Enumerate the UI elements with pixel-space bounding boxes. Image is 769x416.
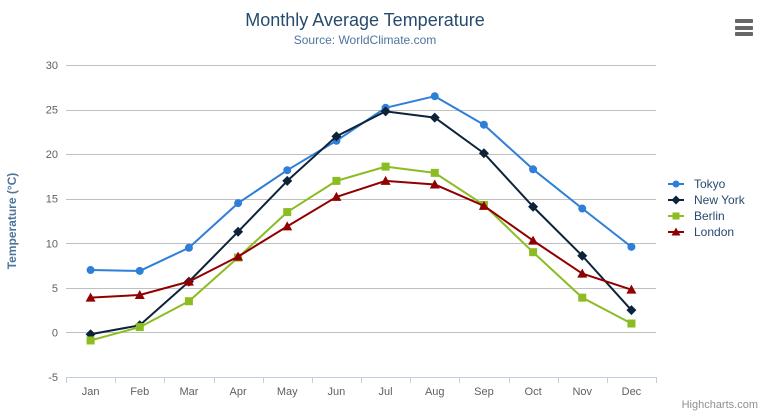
y-axis-tick-label: 0 (52, 327, 58, 339)
data-point[interactable] (184, 243, 193, 252)
data-point[interactable] (627, 319, 636, 328)
data-point[interactable] (85, 292, 96, 302)
legend-item-label: Tokyo (694, 177, 726, 191)
data-point[interactable] (183, 276, 194, 286)
legend-item-new-york[interactable]: New York (668, 192, 745, 208)
y-axis-title: Temperature (°C) (5, 173, 19, 270)
chart-title: Monthly Average Temperature (245, 10, 485, 30)
data-point[interactable] (478, 148, 489, 159)
y-axis-tick-label: 25 (46, 105, 58, 117)
legend-item-label: London (694, 225, 735, 239)
y-axis-tick-label: 5 (52, 283, 58, 295)
legend-diamond-icon (668, 195, 684, 205)
data-point[interactable] (429, 112, 440, 123)
data-point[interactable] (184, 297, 193, 306)
data-point[interactable] (529, 248, 538, 257)
legend-item-london[interactable]: London (668, 224, 745, 240)
data-point[interactable] (626, 305, 637, 316)
data-point[interactable] (234, 199, 243, 208)
data-point[interactable] (529, 165, 538, 174)
data-point[interactable] (479, 120, 488, 129)
data-point[interactable] (86, 266, 95, 275)
series-line-new-york (89, 110, 633, 336)
y-axis-tick-label: 10 (46, 238, 58, 250)
data-point[interactable] (672, 212, 680, 220)
data-point[interactable] (233, 226, 244, 237)
data-point[interactable] (380, 106, 391, 117)
hamburger-menu-icon (735, 19, 753, 23)
data-point[interactable] (134, 289, 145, 299)
series-new-york[interactable] (85, 106, 637, 340)
legend-item-tokyo[interactable]: Tokyo (668, 176, 745, 192)
x-axis-tick-label: Jul (379, 386, 393, 398)
data-point[interactable] (478, 200, 489, 210)
x-axis-tick-label: Sep (474, 386, 494, 398)
data-point[interactable] (578, 293, 587, 302)
x-axis-tick-label: Aug (425, 386, 445, 398)
data-point[interactable] (528, 201, 539, 212)
series-line-london (89, 179, 633, 299)
series-line-berlin (89, 165, 633, 342)
data-point[interactable] (135, 266, 144, 275)
legend-item-label: Berlin (694, 209, 725, 223)
x-axis-tick-label: Oct (525, 386, 542, 398)
data-point[interactable] (86, 336, 95, 345)
x-axis-tick-label: Dec (622, 386, 642, 398)
data-point[interactable] (528, 235, 539, 245)
data-point[interactable] (429, 179, 440, 189)
data-point[interactable] (332, 176, 341, 185)
data-point[interactable] (671, 195, 681, 205)
data-point[interactable] (233, 251, 244, 261)
data-point[interactable] (135, 323, 144, 332)
data-point[interactable] (430, 168, 439, 177)
y-axis-tick-label: 15 (46, 194, 58, 206)
context-menu-button[interactable] (735, 19, 753, 36)
data-point[interactable] (627, 242, 636, 251)
y-axis-tick-label: -5 (48, 372, 58, 384)
highcharts-credit-link[interactable]: Highcharts.com (681, 399, 758, 411)
data-point[interactable] (282, 221, 293, 231)
legend-item-berlin[interactable]: Berlin (668, 208, 745, 224)
x-axis-tick-label: Nov (572, 386, 592, 398)
data-point[interactable] (380, 175, 391, 185)
x-axis-tick-label: Mar (179, 386, 198, 398)
chart-subtitle: Source: WorldClimate.com (293, 33, 437, 47)
x-axis-tick-label: Jan (82, 386, 100, 398)
legend-circle-icon (668, 180, 684, 188)
data-point[interactable] (578, 204, 587, 213)
x-axis-tick-label: Jun (328, 386, 346, 398)
legend-square-icon (668, 212, 684, 220)
legend: Tokyo New York Berlin London (668, 176, 745, 240)
data-point[interactable] (672, 180, 680, 188)
series-line-tokyo (89, 95, 633, 272)
data-point[interactable] (331, 191, 342, 201)
data-point[interactable] (577, 268, 588, 278)
data-point[interactable] (283, 208, 292, 217)
data-point[interactable] (282, 175, 293, 186)
data-point[interactable] (577, 250, 588, 261)
series-tokyo[interactable] (86, 92, 636, 275)
x-axis-tick-label: May (277, 386, 298, 398)
data-point[interactable] (671, 227, 681, 236)
data-point[interactable] (626, 284, 637, 294)
legend-triangle-icon (668, 227, 684, 236)
data-point[interactable] (331, 131, 342, 142)
y-axis-tick-label: 30 (46, 60, 58, 72)
data-point[interactable] (381, 162, 390, 171)
data-point[interactable] (430, 92, 439, 101)
series-london[interactable] (85, 175, 637, 302)
x-axis-tick-label: Apr (230, 386, 247, 398)
y-axis-tick-label: 20 (46, 149, 58, 161)
legend-item-label: New York (694, 193, 745, 207)
x-axis-tick-label: Feb (130, 386, 149, 398)
data-point[interactable] (283, 166, 292, 175)
